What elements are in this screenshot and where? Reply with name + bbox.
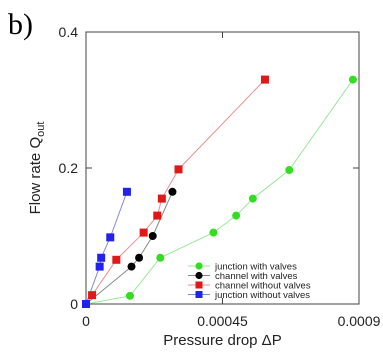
legend-marker [195, 291, 203, 298]
legend-label: channel with valves [215, 271, 298, 282]
y-tick-label: 0 [70, 296, 78, 312]
data-point [135, 253, 144, 262]
data-point [156, 253, 165, 262]
data-point [82, 300, 90, 308]
data-point [285, 166, 294, 175]
series-line-0 [85, 79, 354, 305]
x-tick-label: 0.00045 [197, 313, 248, 329]
data-point [174, 165, 183, 174]
y-tick-label: 0.4 [59, 24, 79, 40]
data-point [148, 232, 157, 240]
data-point [112, 255, 121, 264]
x-tick-label: 0 [82, 313, 90, 329]
legend-label: junction without valves [214, 290, 310, 301]
data-point [168, 187, 177, 196]
legend-marker [195, 281, 203, 289]
legend-label: channel without valves [215, 280, 311, 291]
x-axis-label: Pressure drop ΔP [163, 332, 281, 349]
legend-marker [195, 262, 203, 270]
data-point [153, 211, 162, 220]
y-axis-label-subscript: out [35, 122, 47, 137]
data-point [97, 253, 106, 262]
data-point [209, 228, 218, 237]
y-axis-ticks: 0 0.2 0.4 [59, 24, 359, 312]
data-point [248, 194, 257, 203]
x-tick-label: 0.0009 [338, 313, 381, 329]
data-point [106, 233, 115, 242]
data-point [139, 228, 148, 237]
data-point [260, 75, 269, 84]
y-tick-label: 0.2 [59, 160, 79, 176]
data-point [88, 291, 97, 300]
y-axis-label-main: Flow rate Q [27, 137, 44, 215]
series-line-2 [85, 79, 266, 305]
panel-label: b) [8, 8, 33, 41]
series-markers [82, 75, 357, 308]
data-point [127, 262, 136, 271]
y-axis-label: Flow rate Qout [27, 122, 47, 215]
data-point [157, 194, 166, 203]
data-point [95, 262, 104, 271]
legend-label: junction with valves [214, 261, 297, 272]
data-point [125, 291, 134, 300]
legend-marker [195, 271, 203, 280]
data-point [348, 75, 357, 84]
data-point [232, 211, 241, 220]
data-point [122, 187, 131, 196]
